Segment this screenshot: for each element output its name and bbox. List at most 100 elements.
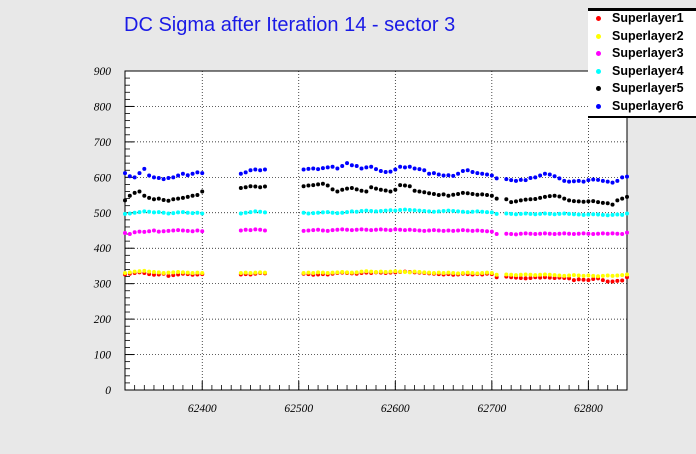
data-point-superlayer2 bbox=[171, 270, 176, 275]
data-point-superlayer6 bbox=[176, 173, 181, 178]
data-point-superlayer5 bbox=[427, 191, 432, 196]
x-tick-label: 62700 bbox=[477, 403, 506, 415]
data-point-superlayer3 bbox=[374, 227, 378, 232]
data-point-superlayer4 bbox=[388, 208, 393, 213]
data-point-superlayer6 bbox=[142, 166, 147, 171]
data-point-superlayer2 bbox=[311, 271, 316, 276]
data-point-superlayer6 bbox=[538, 173, 543, 178]
data-point-superlayer2 bbox=[320, 270, 325, 275]
data-point-superlayer4 bbox=[605, 213, 610, 218]
data-point-superlayer3 bbox=[441, 228, 446, 233]
data-point-superlayer3 bbox=[156, 229, 161, 234]
data-point-superlayer6 bbox=[311, 166, 316, 171]
data-point-superlayer2 bbox=[480, 271, 485, 276]
data-point-superlayer2 bbox=[586, 273, 591, 278]
data-point-superlayer3 bbox=[625, 230, 629, 235]
data-point-superlayer2 bbox=[446, 270, 451, 275]
data-point-superlayer5 bbox=[402, 183, 407, 188]
data-point-superlayer6 bbox=[509, 178, 514, 183]
data-point-superlayer6 bbox=[552, 174, 557, 179]
data-point-superlayer2 bbox=[185, 270, 190, 275]
data-point-superlayer5 bbox=[465, 191, 470, 196]
data-point-superlayer4 bbox=[320, 210, 325, 215]
data-point-superlayer5 bbox=[374, 186, 378, 191]
data-point-superlayer2 bbox=[456, 271, 461, 276]
data-point-superlayer3 bbox=[335, 227, 340, 232]
data-point-superlayer1 bbox=[567, 276, 572, 281]
data-point-superlayer4 bbox=[567, 211, 572, 216]
data-point-superlayer3 bbox=[349, 228, 354, 233]
legend-marker bbox=[596, 68, 601, 74]
data-point-superlayer6 bbox=[316, 167, 321, 172]
data-point-superlayer2 bbox=[528, 272, 533, 277]
data-point-superlayer6 bbox=[557, 176, 562, 181]
data-point-superlayer5 bbox=[137, 189, 142, 194]
data-point-superlayer5 bbox=[238, 185, 243, 190]
data-point-superlayer4 bbox=[542, 211, 547, 216]
data-point-superlayer3 bbox=[402, 228, 407, 233]
data-point-superlayer6 bbox=[431, 171, 436, 176]
data-point-superlayer4 bbox=[330, 210, 335, 215]
data-point-superlayer6 bbox=[504, 177, 509, 182]
data-point-superlayer2 bbox=[431, 271, 436, 276]
data-point-superlayer3 bbox=[393, 227, 398, 232]
data-point-superlayer3 bbox=[451, 228, 456, 233]
data-point-superlayer1 bbox=[625, 275, 629, 280]
data-point-superlayer5 bbox=[494, 196, 499, 201]
data-point-superlayer5 bbox=[354, 187, 359, 192]
data-point-superlayer1 bbox=[518, 275, 523, 280]
data-point-superlayer4 bbox=[364, 208, 369, 213]
legend-marker bbox=[596, 16, 601, 21]
data-point-superlayer4 bbox=[195, 210, 200, 215]
data-point-superlayer5 bbox=[320, 181, 325, 186]
data-point-superlayer3 bbox=[127, 232, 132, 237]
data-point-superlayer5 bbox=[166, 198, 171, 203]
data-point-superlayer5 bbox=[398, 183, 403, 188]
data-point-superlayer4 bbox=[523, 211, 528, 216]
data-point-superlayer3 bbox=[567, 231, 572, 236]
data-point-superlayer3 bbox=[456, 228, 461, 233]
data-point-superlayer2 bbox=[494, 272, 499, 277]
data-point-superlayer3 bbox=[533, 232, 538, 237]
data-point-superlayer3 bbox=[552, 232, 557, 237]
data-point-superlayer5 bbox=[176, 196, 181, 201]
data-point-superlayer1 bbox=[542, 275, 547, 280]
data-point-superlayer6 bbox=[533, 175, 538, 180]
data-point-superlayer5 bbox=[190, 193, 195, 198]
data-point-superlayer6 bbox=[369, 164, 374, 169]
data-point-superlayer5 bbox=[301, 184, 306, 189]
data-point-superlayer3 bbox=[470, 228, 475, 233]
data-point-superlayer4 bbox=[349, 209, 354, 214]
data-point-superlayer5 bbox=[610, 202, 615, 207]
data-point-superlayer5 bbox=[489, 193, 494, 198]
y-tick-label: 500 bbox=[94, 208, 112, 220]
data-point-superlayer5 bbox=[586, 199, 591, 204]
data-point-superlayer2 bbox=[345, 270, 350, 275]
data-point-superlayer3 bbox=[243, 227, 248, 232]
data-point-superlayer3 bbox=[538, 231, 543, 236]
data-point-superlayer3 bbox=[600, 231, 605, 236]
data-point-superlayer6 bbox=[180, 171, 185, 176]
data-point-superlayer5 bbox=[475, 192, 480, 197]
data-point-superlayer6 bbox=[422, 168, 427, 173]
data-point-superlayer4 bbox=[200, 211, 205, 216]
data-point-superlayer2 bbox=[349, 270, 354, 275]
data-point-superlayer2 bbox=[354, 270, 359, 275]
data-point-superlayer4 bbox=[489, 210, 494, 215]
data-point-superlayer6 bbox=[446, 173, 451, 178]
data-point-superlayer2 bbox=[489, 271, 494, 276]
data-point-superlayer4 bbox=[576, 212, 581, 217]
data-point-superlayer3 bbox=[340, 227, 345, 232]
data-point-superlayer4 bbox=[359, 209, 364, 214]
data-point-superlayer3 bbox=[610, 231, 615, 236]
data-point-superlayer6 bbox=[123, 171, 127, 176]
data-point-superlayer4 bbox=[504, 211, 509, 216]
data-point-superlayer6 bbox=[523, 178, 528, 183]
data-point-superlayer4 bbox=[176, 210, 181, 215]
legend-label: Superlayer4 bbox=[612, 63, 684, 78]
data-point-superlayer5 bbox=[557, 194, 562, 199]
data-point-superlayer6 bbox=[374, 167, 378, 172]
data-point-superlayer2 bbox=[388, 269, 393, 274]
data-point-superlayer5 bbox=[378, 187, 383, 192]
data-point-superlayer2 bbox=[306, 270, 311, 275]
